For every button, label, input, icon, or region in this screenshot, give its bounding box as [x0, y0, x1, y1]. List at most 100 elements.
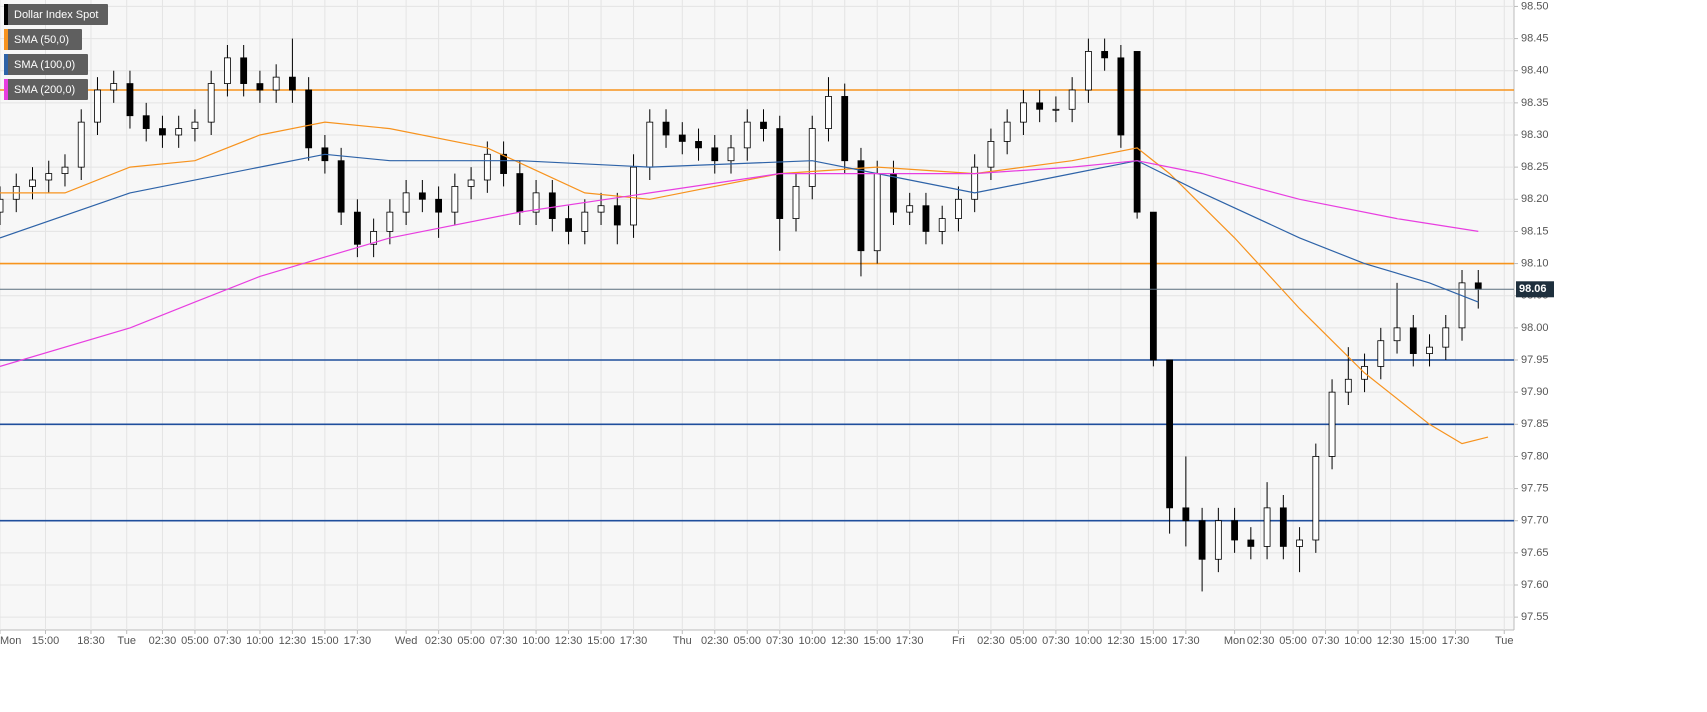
- candle-body: [1117, 57, 1125, 136]
- x-tick-label: 17:30: [896, 635, 924, 647]
- legend-swatch: [4, 29, 8, 50]
- x-tick-label: 07:30: [490, 635, 518, 647]
- x-tick-label: 07:30: [766, 635, 794, 647]
- candle-body: [61, 166, 69, 174]
- candle-body: [1036, 102, 1044, 110]
- x-tick-label: 15:00: [863, 635, 891, 647]
- candle-body: [191, 121, 199, 129]
- x-tick-label: 02:30: [1247, 635, 1275, 647]
- candle-body: [906, 205, 914, 213]
- last-price-label: 98.06: [1519, 283, 1547, 295]
- candle-body: [1020, 102, 1027, 123]
- candle-body: [483, 153, 491, 181]
- candle-body: [825, 96, 832, 129]
- legend-box: [4, 4, 108, 25]
- x-tick-label: 02:30: [977, 635, 1005, 647]
- x-tick-label: 02:30: [701, 635, 729, 647]
- y-tick-label: 98.20: [1521, 193, 1549, 205]
- candle-body: [126, 83, 134, 117]
- candle-body: [1068, 89, 1076, 110]
- candle-body: [402, 192, 410, 213]
- candle-body: [305, 89, 313, 149]
- x-tick-label: 10:00: [246, 635, 274, 647]
- candle-body: [175, 128, 183, 136]
- legend: Dollar Index Spot SMA (50,0) SMA (100,0) SM…: [4, 4, 108, 100]
- x-tick-label: 07:30: [1312, 635, 1340, 647]
- candle-body: [987, 141, 995, 168]
- legend-box: [4, 54, 88, 75]
- y-tick-label: 98.35: [1521, 97, 1549, 109]
- candle-body: [289, 76, 296, 91]
- candle-body: [1003, 121, 1011, 142]
- y-tick-label: 98.25: [1521, 161, 1549, 173]
- candle-body: [743, 121, 751, 149]
- candle-body: [94, 89, 101, 123]
- x-tick-label: 15:00: [311, 635, 339, 647]
- candle-body: [565, 218, 572, 232]
- candle-body: [955, 198, 962, 219]
- candle-body: [1279, 507, 1287, 547]
- candle-body: [1442, 327, 1450, 348]
- candle-body: [1247, 539, 1255, 547]
- y-tick-label: 98.15: [1521, 225, 1549, 237]
- candle-body: [451, 186, 459, 213]
- y-tick-label: 98.40: [1521, 65, 1549, 77]
- candle-body: [1101, 51, 1109, 59]
- legend-swatch: [4, 4, 8, 25]
- candle-body: [500, 153, 507, 174]
- x-tick-label: 15:00: [1409, 635, 1437, 647]
- x-tick-label: 10:00: [798, 635, 826, 647]
- y-tick-label: 98.50: [1521, 0, 1549, 12]
- last-price-box: [1516, 281, 1554, 298]
- candle-body: [613, 205, 621, 226]
- y-tick-label: 97.55: [1521, 611, 1549, 623]
- marks: [0, 38, 1514, 592]
- x-tick-label: Thu: [673, 635, 692, 647]
- x-tick-label: Wed: [395, 635, 417, 647]
- y-tick-label: 97.65: [1521, 547, 1549, 559]
- candle-body: [841, 96, 849, 162]
- plot-background: [0, 0, 1514, 630]
- candle-body: [646, 121, 654, 168]
- candle-body: [1393, 327, 1401, 342]
- x-tick-label: Mon: [0, 635, 21, 647]
- candle-body: [1133, 51, 1141, 213]
- x-tick-label: 05:00: [1279, 635, 1307, 647]
- legend-label: Dollar Index Spot: [14, 9, 98, 21]
- x-tick-label: Tue: [1495, 635, 1514, 647]
- x-tick-label: 12:30: [831, 635, 859, 647]
- x-tick-label: 12:30: [555, 635, 583, 647]
- legend-label: SMA (100,0): [14, 59, 75, 71]
- candle-body: [1312, 456, 1320, 541]
- candle-body: [0, 198, 4, 213]
- candle-body: [1149, 211, 1157, 361]
- y-tick-label: 97.90: [1521, 386, 1549, 398]
- x-tick-label: 15:00: [1140, 635, 1168, 647]
- candle-body: [142, 115, 150, 129]
- x-tick-label: Mon: [1224, 635, 1245, 647]
- candle-body: [1409, 327, 1417, 354]
- y-tick-label: 97.75: [1521, 482, 1549, 494]
- candle-body: [1214, 520, 1222, 560]
- candle-body: [1296, 539, 1303, 547]
- candle-body: [711, 147, 719, 162]
- x-tick-label: 12:30: [279, 635, 307, 647]
- y-tick-label: 97.85: [1521, 418, 1549, 430]
- y-tick-label: 98.10: [1521, 257, 1549, 269]
- x-tick-label: 17:30: [1442, 635, 1470, 647]
- x-tick-label: 12:30: [1377, 635, 1405, 647]
- x-tick-label: 05:00: [457, 635, 485, 647]
- candle-body: [224, 57, 231, 84]
- y-tick-label: 97.60: [1521, 579, 1549, 591]
- candle-body: [971, 166, 979, 200]
- candle-body: [45, 173, 53, 181]
- sma-line: [0, 121, 1489, 445]
- x-tick-label: Fri: [952, 635, 965, 647]
- x-tick-label: 17:30: [620, 635, 648, 647]
- candle-body: [727, 147, 735, 162]
- candle-body: [1474, 282, 1482, 290]
- y-tick-label: 97.95: [1521, 354, 1549, 366]
- candle-body: [272, 76, 280, 91]
- x-tick-label: 15:00: [32, 635, 60, 647]
- candle-body: [1328, 391, 1336, 457]
